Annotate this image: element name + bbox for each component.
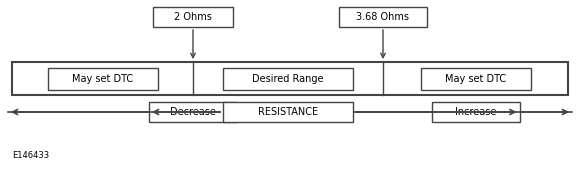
Text: 2 Ohms: 2 Ohms (174, 12, 212, 22)
FancyBboxPatch shape (223, 102, 353, 122)
FancyBboxPatch shape (153, 7, 233, 27)
Text: Decrease: Decrease (170, 107, 216, 117)
FancyBboxPatch shape (339, 7, 427, 27)
Text: 3.68 Ohms: 3.68 Ohms (357, 12, 409, 22)
FancyBboxPatch shape (420, 67, 531, 89)
Text: Desired Range: Desired Range (252, 73, 324, 83)
FancyBboxPatch shape (48, 67, 158, 89)
Text: May set DTC: May set DTC (445, 73, 506, 83)
Text: E146433: E146433 (12, 151, 49, 160)
FancyBboxPatch shape (432, 102, 520, 122)
FancyBboxPatch shape (223, 67, 353, 89)
Text: May set DTC: May set DTC (72, 73, 133, 83)
Text: RESISTANCE: RESISTANCE (258, 107, 318, 117)
FancyBboxPatch shape (149, 102, 237, 122)
FancyBboxPatch shape (12, 62, 568, 95)
Text: Increase: Increase (455, 107, 496, 117)
